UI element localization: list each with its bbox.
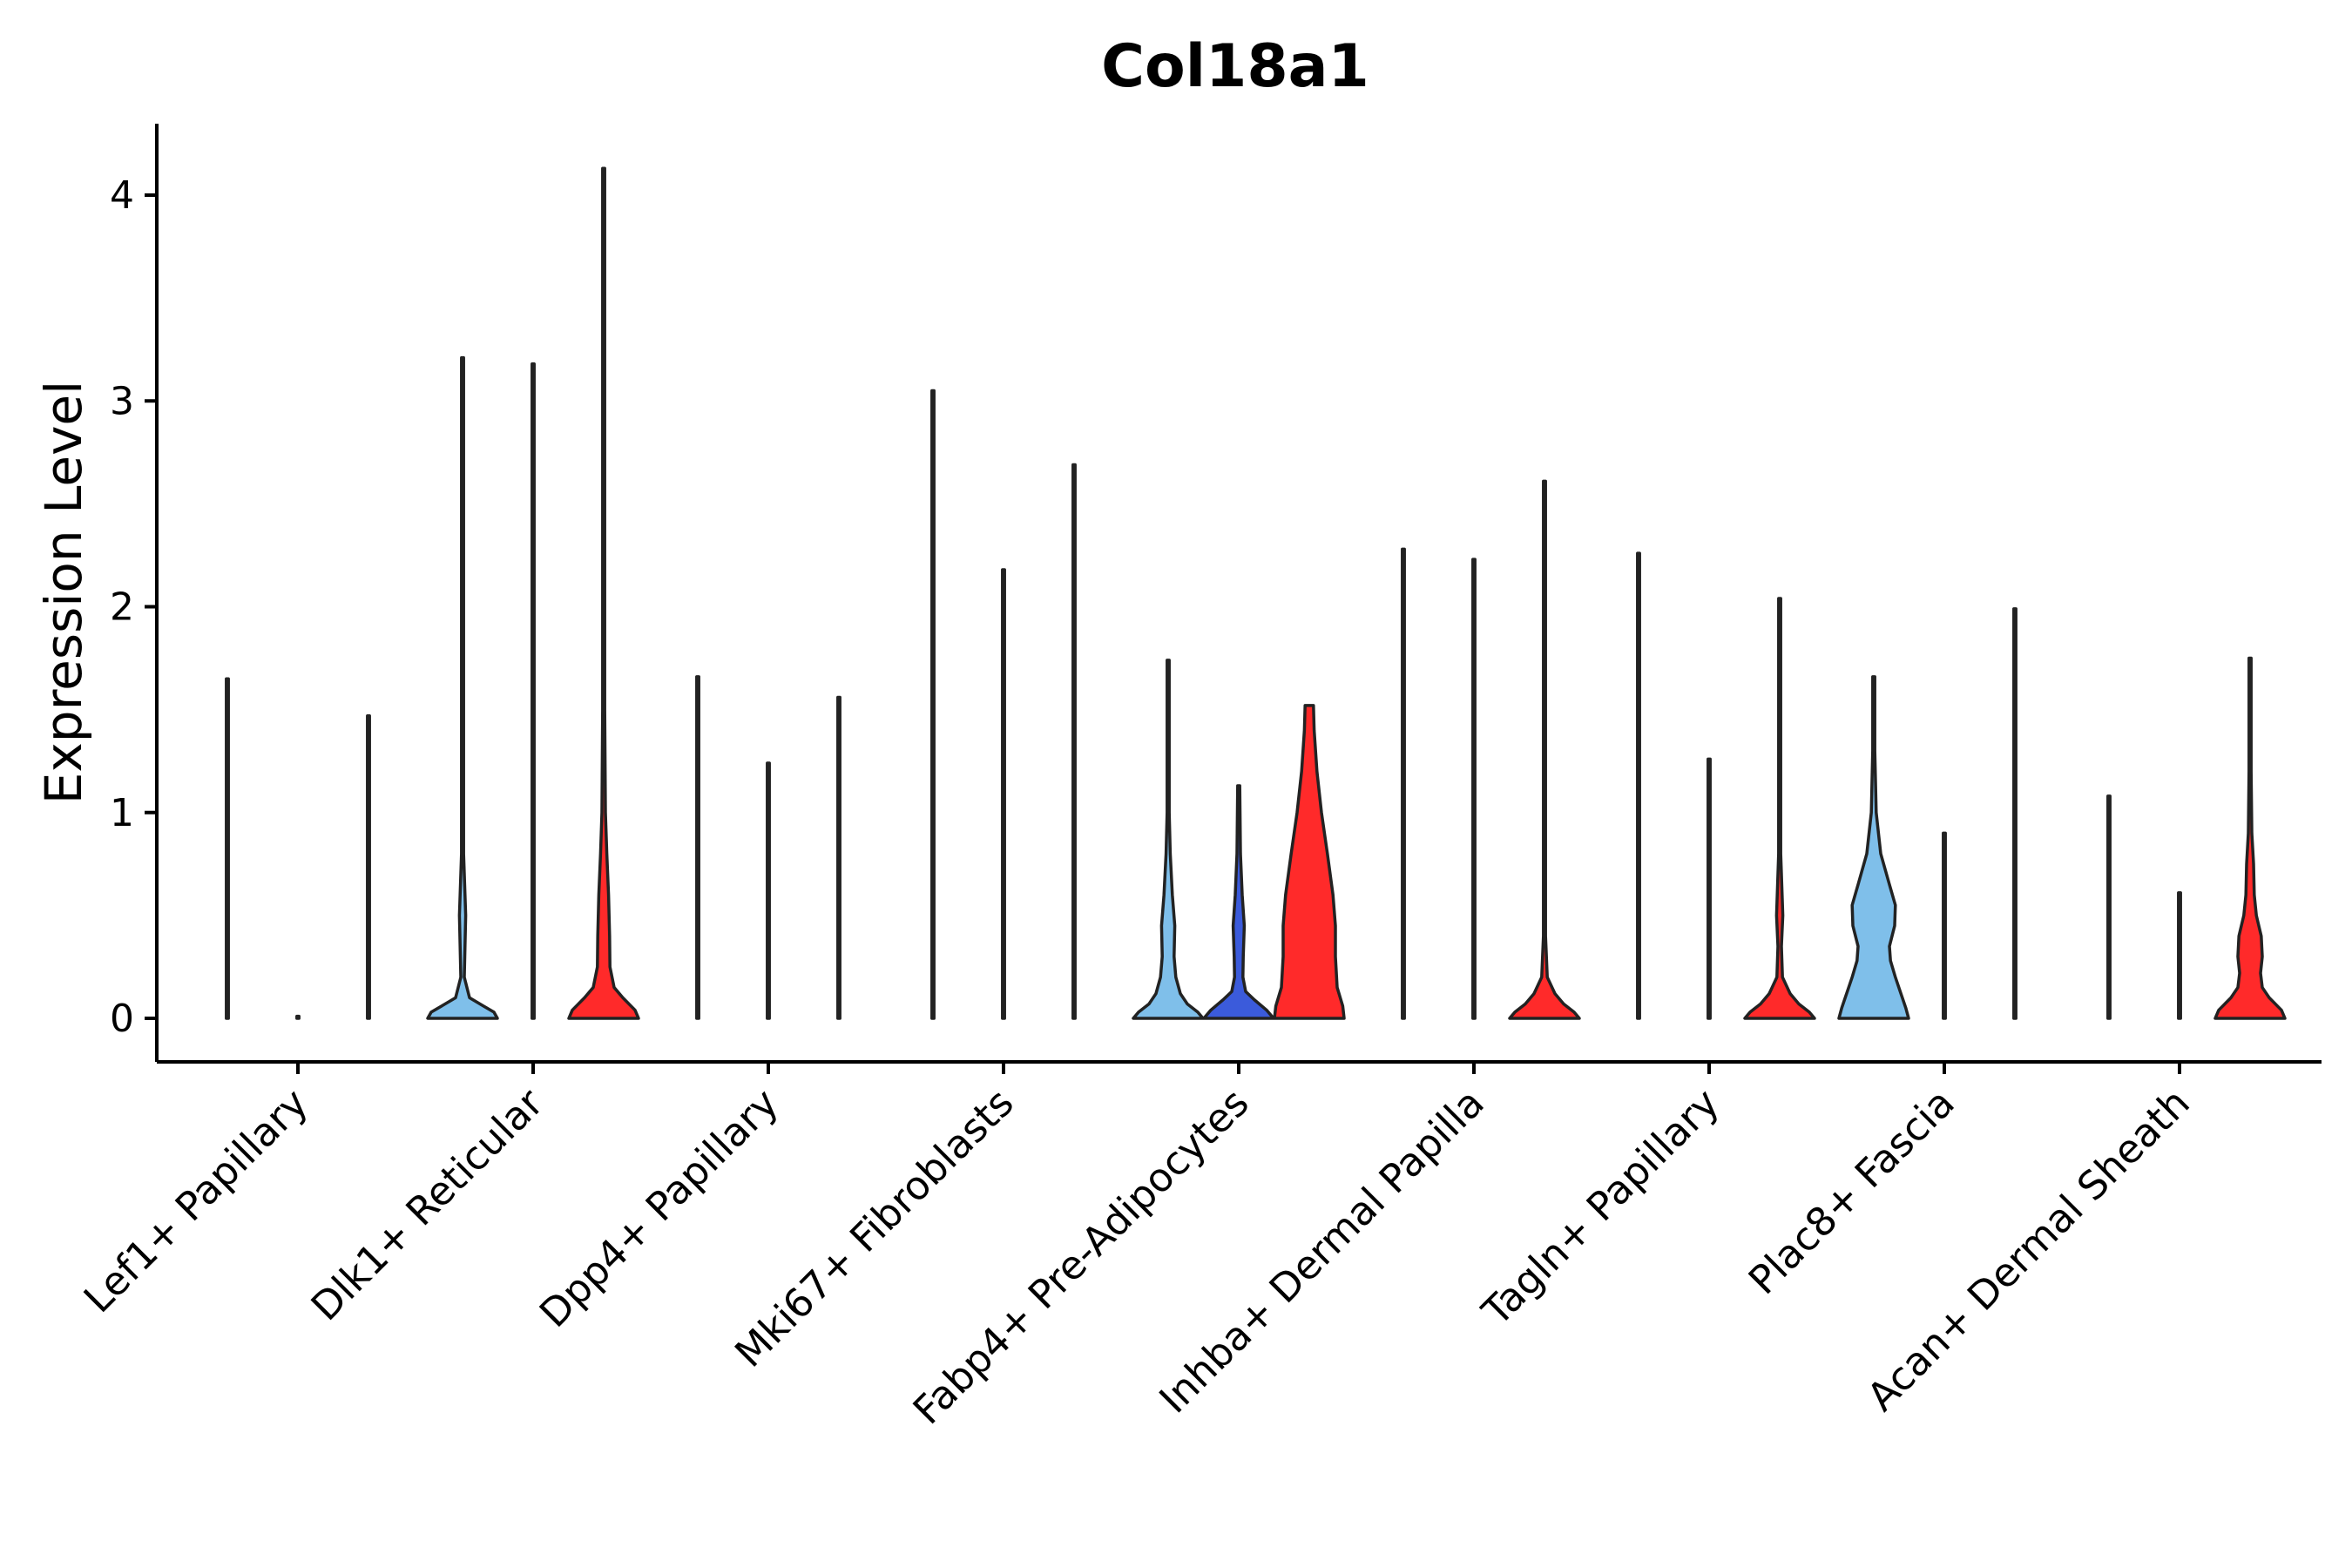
violin-tagln-papillary-blue [1707, 757, 1712, 1020]
violin-tagln-papillary-red [1743, 597, 1816, 1020]
violin-lef1-papillary-light_blue [295, 1014, 301, 1020]
x-tick-label: Plac8+ Fascia [1740, 1079, 1963, 1303]
violin-plac8-fascia-light_blue [1837, 675, 1910, 1020]
y-tick-label: 0 [110, 997, 134, 1041]
y-tick-label: 1 [110, 791, 134, 835]
violin-mki67-fibroblasts-red [1071, 463, 1077, 1020]
violin-fabp4-pre-adipocytes-blue [1202, 784, 1275, 1020]
violins-layer [225, 166, 2287, 1020]
violin-lef1-papillary-red [366, 713, 371, 1020]
violin-acan-dermal-sheath-blue [2177, 891, 2182, 1020]
violin-plac8-fascia-blue [1942, 831, 1947, 1020]
x-tick-label: Dlk1+ Reticular [302, 1079, 552, 1329]
violin-dpp4-papillary-blue [766, 761, 771, 1020]
violin-dpp4-papillary-red [836, 695, 841, 1020]
violin-lef1-papillary-light_blue [225, 677, 230, 1020]
violin-dpp4-papillary-light_blue [695, 675, 700, 1020]
y-tick-label: 3 [110, 379, 134, 423]
x-tick-label: Lef1+ Papillary [75, 1079, 317, 1321]
violin-fabp4-pre-adipocytes-light_blue [1132, 659, 1205, 1020]
violin-inhba-dermal-papilla-light_blue [1401, 547, 1406, 1020]
x-tick-label: Tagln+ Papillary [1473, 1079, 1728, 1335]
violin-plac8-fascia-red [2012, 607, 2017, 1020]
x-tick-label: Dpp4+ Papillary [531, 1079, 787, 1336]
violin-dlk1-reticular-light_blue [426, 355, 499, 1020]
violin-acan-dermal-sheath-light_blue [2106, 794, 2112, 1020]
violin-mki67-fibroblasts-light_blue [930, 389, 936, 1020]
chart-title: Col18a1 [1101, 32, 1369, 101]
violin-dlk1-reticular-blue [531, 362, 536, 1020]
y-tick-label: 2 [110, 585, 134, 630]
violin-tagln-papillary-light_blue [1636, 551, 1641, 1020]
violin-inhba-dermal-papilla-blue [1471, 558, 1477, 1020]
violin-mki67-fibroblasts-blue [1001, 568, 1006, 1020]
y-tick-label: 4 [110, 173, 134, 218]
violin-fabp4-pre-adipocytes-red [1273, 704, 1346, 1020]
y-axis-label: Expression Level [34, 381, 93, 804]
violin-inhba-dermal-papilla-red [1508, 479, 1581, 1020]
violin-acan-dermal-sheath-red [2213, 656, 2287, 1020]
violin-dlk1-reticular-red [567, 166, 640, 1020]
